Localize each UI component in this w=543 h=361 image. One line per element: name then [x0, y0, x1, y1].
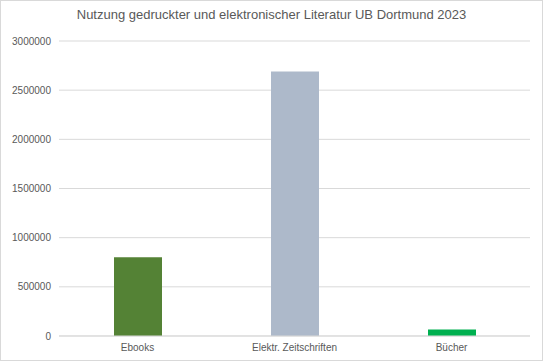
svg-text:500000: 500000 [18, 281, 52, 292]
html-text:Nutzung gedruckter und elektro: Nutzung gedruckter und elektronischer Li… [76, 7, 467, 22]
svg-text:2000000: 2000000 [12, 134, 51, 145]
svg-text:3000000: 3000000 [12, 36, 51, 47]
svg-text:Ebooks: Ebooks [121, 342, 154, 353]
svg-text:1000000: 1000000 [12, 232, 51, 243]
svg-text:0: 0 [45, 331, 51, 342]
svg-text:2500000: 2500000 [12, 85, 51, 96]
svg-text:1500000: 1500000 [12, 183, 51, 194]
svg-text:Bücher: Bücher [436, 342, 468, 353]
svg-text:Elektr. Zeitschriften: Elektr. Zeitschriften [252, 342, 337, 353]
